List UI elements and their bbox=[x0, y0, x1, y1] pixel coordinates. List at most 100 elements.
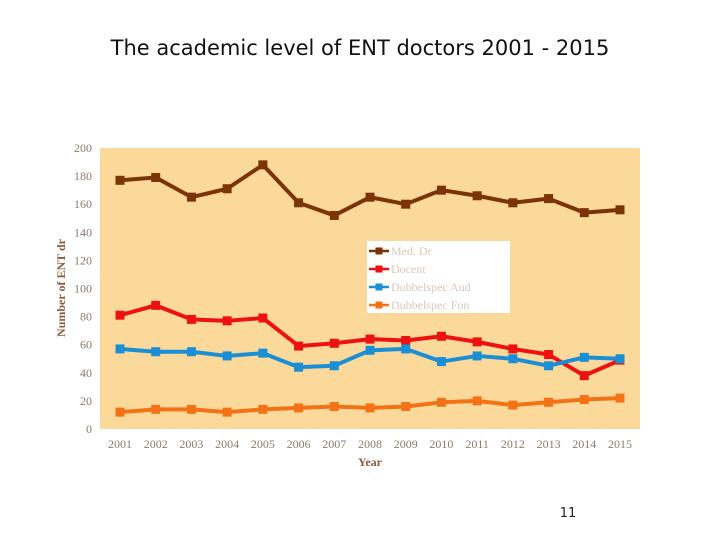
data-point bbox=[258, 160, 268, 170]
data-point bbox=[222, 184, 232, 194]
data-point bbox=[401, 199, 411, 209]
data-point bbox=[579, 352, 589, 362]
y-tick-label: 60 bbox=[80, 338, 92, 352]
data-point bbox=[115, 310, 125, 320]
x-axis-label: Year bbox=[358, 455, 383, 469]
data-point bbox=[186, 347, 196, 357]
data-point bbox=[151, 173, 161, 183]
legend-marker bbox=[375, 247, 383, 255]
data-point bbox=[329, 338, 339, 348]
data-point bbox=[365, 192, 375, 202]
data-point bbox=[615, 205, 625, 215]
data-point bbox=[365, 334, 375, 344]
x-tick-label: 2012 bbox=[501, 437, 525, 451]
legend-item: Dubbelspec Aud bbox=[369, 280, 471, 294]
data-point bbox=[508, 400, 518, 410]
series-layer bbox=[115, 160, 625, 417]
y-axis: 0 20 40 60 80 100 120 140 160 180 200 bbox=[74, 141, 92, 436]
series-2 bbox=[115, 300, 625, 381]
data-point bbox=[544, 397, 554, 407]
x-tick-label: 2007 bbox=[322, 437, 346, 451]
legend-item: Dubbelspec Fon bbox=[369, 298, 469, 312]
x-tick-label: 2010 bbox=[429, 437, 453, 451]
data-point bbox=[436, 357, 446, 367]
data-point bbox=[329, 210, 339, 220]
legend-item: Med. Dr bbox=[369, 244, 432, 258]
x-tick-label: 2008 bbox=[358, 437, 382, 451]
data-point bbox=[294, 341, 304, 351]
series-3 bbox=[115, 344, 625, 372]
data-point bbox=[508, 198, 518, 208]
x-tick-label: 2015 bbox=[608, 437, 632, 451]
y-tick-label: 80 bbox=[80, 310, 92, 324]
data-point bbox=[615, 393, 625, 403]
x-tick-label: 2013 bbox=[537, 437, 561, 451]
y-tick-label: 40 bbox=[80, 366, 92, 380]
series-1 bbox=[115, 160, 625, 220]
data-point bbox=[222, 316, 232, 326]
data-point bbox=[186, 404, 196, 414]
legend-box bbox=[367, 241, 510, 313]
data-point bbox=[258, 313, 268, 323]
data-point bbox=[294, 403, 304, 413]
x-tick-label: 2002 bbox=[144, 437, 168, 451]
y-tick-label: 100 bbox=[74, 282, 92, 296]
legend-label: Dubbelspec Fon bbox=[391, 298, 469, 312]
x-axis: 2001 2002 2003 2004 2005 2006 2007 2008 2009 2010… bbox=[108, 437, 632, 451]
legend-marker bbox=[375, 301, 383, 309]
data-point bbox=[401, 335, 411, 345]
x-tick-label: 2005 bbox=[251, 437, 275, 451]
x-tick-label: 2011 bbox=[465, 437, 489, 451]
data-point bbox=[294, 198, 304, 208]
slide-title: The academic level of ENT doctors 2001 -… bbox=[110, 36, 610, 60]
legend-marker bbox=[375, 283, 383, 291]
data-point bbox=[615, 354, 625, 364]
data-point bbox=[544, 350, 554, 360]
data-point bbox=[186, 192, 196, 202]
data-point bbox=[579, 394, 589, 404]
data-point bbox=[151, 300, 161, 310]
data-point bbox=[472, 337, 482, 347]
data-point bbox=[544, 194, 554, 204]
data-point bbox=[436, 185, 446, 195]
data-point bbox=[115, 344, 125, 354]
x-tick-label: 2014 bbox=[572, 437, 596, 451]
data-point bbox=[472, 396, 482, 406]
legend: Med. Dr Docent Dubbelspec Aud Dubbelspec Fo… bbox=[367, 241, 510, 313]
data-point bbox=[508, 354, 518, 364]
data-point bbox=[222, 407, 232, 417]
legend-label: Dubbelspec Aud bbox=[391, 280, 471, 294]
data-point bbox=[115, 175, 125, 185]
data-point bbox=[579, 208, 589, 218]
x-tick-label: 2001 bbox=[108, 437, 132, 451]
legend-label: Docent bbox=[391, 262, 426, 276]
x-tick-label: 2003 bbox=[179, 437, 203, 451]
y-tick-label: 200 bbox=[74, 141, 92, 155]
y-tick-label: 0 bbox=[86, 422, 92, 436]
data-point bbox=[115, 407, 125, 417]
y-tick-label: 120 bbox=[74, 253, 92, 267]
y-axis-label: Number of ENT dr bbox=[54, 238, 68, 337]
data-point bbox=[508, 344, 518, 354]
legend-item: Docent bbox=[369, 262, 426, 276]
data-point bbox=[365, 403, 375, 413]
x-tick-label: 2006 bbox=[287, 437, 311, 451]
data-point bbox=[579, 371, 589, 381]
page-number: 11 bbox=[559, 506, 577, 521]
data-point bbox=[401, 402, 411, 412]
data-point bbox=[151, 347, 161, 357]
data-point bbox=[472, 191, 482, 201]
data-point bbox=[151, 404, 161, 414]
data-point bbox=[436, 331, 446, 341]
data-point bbox=[258, 348, 268, 358]
data-point bbox=[329, 361, 339, 371]
data-point bbox=[365, 345, 375, 355]
y-tick-label: 140 bbox=[74, 225, 92, 239]
data-point bbox=[186, 314, 196, 324]
data-point bbox=[544, 361, 554, 371]
series-4 bbox=[115, 393, 625, 417]
data-point bbox=[258, 404, 268, 414]
data-point bbox=[222, 351, 232, 361]
y-tick-label: 160 bbox=[74, 197, 92, 211]
y-tick-label: 20 bbox=[80, 394, 92, 408]
